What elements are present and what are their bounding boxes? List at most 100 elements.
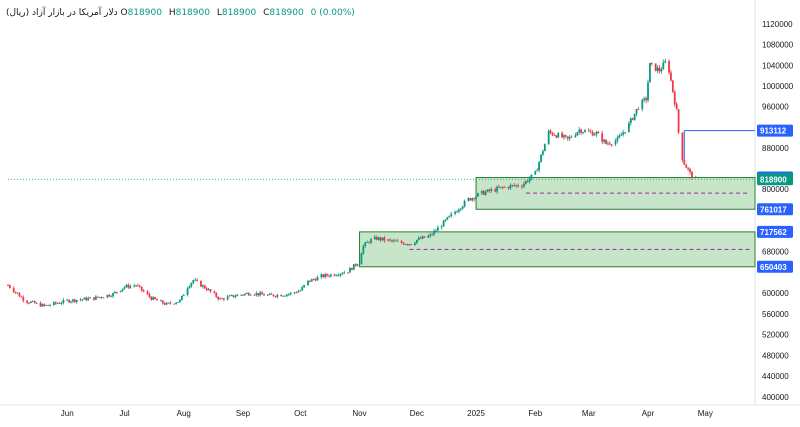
- candle-body: [261, 292, 263, 295]
- candle-body: [457, 209, 460, 212]
- candle-body: [270, 293, 273, 295]
- candle-body: [114, 292, 116, 294]
- candle-body: [175, 302, 178, 304]
- candle-body: [308, 280, 311, 282]
- candle-body: [236, 294, 239, 297]
- candle-body: [108, 294, 111, 297]
- candle-body: [475, 196, 477, 200]
- open-label: O: [120, 8, 128, 18]
- candle-body: [81, 299, 84, 301]
- candle-body: [253, 294, 256, 296]
- candle-body: [47, 305, 50, 306]
- candle-body: [135, 285, 137, 287]
- candle-body: [633, 113, 636, 120]
- candle-body: [129, 285, 132, 288]
- candle-body: [456, 211, 458, 213]
- candle-body: [522, 183, 525, 187]
- candle-body: [328, 275, 330, 277]
- candle-body: [463, 200, 466, 207]
- candle-body: [689, 169, 691, 172]
- candle-body: [100, 296, 103, 298]
- candle-body: [156, 299, 158, 301]
- price-tag-box: [757, 173, 793, 186]
- candle-body: [228, 295, 231, 297]
- price-tag-label: 717562: [760, 228, 787, 237]
- candle-body: [179, 299, 181, 302]
- candle-body: [349, 268, 351, 273]
- candle-body: [647, 82, 649, 101]
- candle-body: [94, 296, 97, 300]
- candle-body: [28, 302, 30, 304]
- candle-body: [429, 234, 432, 236]
- x-tick-label: 2025: [467, 409, 485, 418]
- candle-body: [662, 62, 665, 70]
- low-label: L: [216, 8, 222, 18]
- candle-body: [83, 297, 86, 300]
- candle-body: [207, 289, 210, 291]
- y-tick-label: 520000: [762, 331, 789, 340]
- candle-body: [159, 300, 162, 302]
- candle-body: [387, 239, 390, 241]
- candle-body: [169, 302, 172, 304]
- candle-body: [377, 237, 380, 240]
- candle-body: [417, 237, 420, 240]
- candle-body: [555, 135, 558, 138]
- candle-body: [146, 291, 149, 295]
- y-tick-label: 880000: [762, 144, 789, 153]
- y-tick-label: 1040000: [762, 61, 794, 70]
- candle-body: [415, 239, 418, 243]
- candle-body: [148, 294, 151, 297]
- candle-body: [180, 295, 183, 300]
- candle-body: [142, 290, 145, 292]
- candle-body: [186, 288, 189, 295]
- candle-body: [26, 300, 29, 303]
- candle-body: [584, 130, 586, 133]
- candle-body: [307, 280, 309, 286]
- candle-body: [68, 299, 71, 303]
- candle-body: [240, 294, 242, 296]
- x-tick-label: Apr: [642, 409, 655, 418]
- candle-body: [528, 178, 531, 182]
- high-value: 818900: [175, 8, 210, 18]
- candle-body: [400, 240, 403, 243]
- candle-body: [574, 135, 577, 138]
- candle-body: [614, 140, 617, 145]
- candle-body: [436, 227, 439, 231]
- candle-body: [578, 129, 581, 133]
- candle-body: [272, 294, 275, 297]
- candle-body: [677, 109, 680, 133]
- candle-body: [343, 272, 346, 274]
- candle-body: [350, 268, 353, 270]
- candle-body: [608, 143, 611, 145]
- candle-body: [427, 235, 430, 238]
- candle-body: [364, 242, 367, 246]
- candle-body: [490, 189, 493, 192]
- candle-body: [524, 181, 527, 184]
- candle-body: [259, 292, 262, 296]
- candle-body: [242, 294, 244, 296]
- candle-body: [494, 189, 497, 192]
- candle-body: [7, 285, 9, 286]
- candle-body: [137, 285, 139, 287]
- x-tick-label: May: [698, 409, 713, 418]
- candle-body: [52, 302, 55, 306]
- candle-body: [408, 244, 411, 245]
- candle-body: [289, 292, 292, 295]
- candle-body: [341, 273, 344, 275]
- candle-body: [406, 244, 409, 245]
- change-value: 0 (0.00%): [310, 8, 355, 18]
- candle-body: [637, 108, 640, 110]
- candle-body: [507, 186, 510, 189]
- candle-body: [215, 293, 218, 297]
- candle-body: [30, 301, 32, 303]
- candle-body: [373, 236, 376, 240]
- candle-body: [553, 135, 556, 136]
- candle-body: [201, 285, 204, 287]
- candle-body: [125, 284, 128, 287]
- candle-body: [293, 292, 296, 294]
- candle-body: [641, 99, 644, 110]
- candle-body: [60, 302, 63, 304]
- candle-body: [419, 237, 422, 239]
- candle-body: [22, 297, 25, 301]
